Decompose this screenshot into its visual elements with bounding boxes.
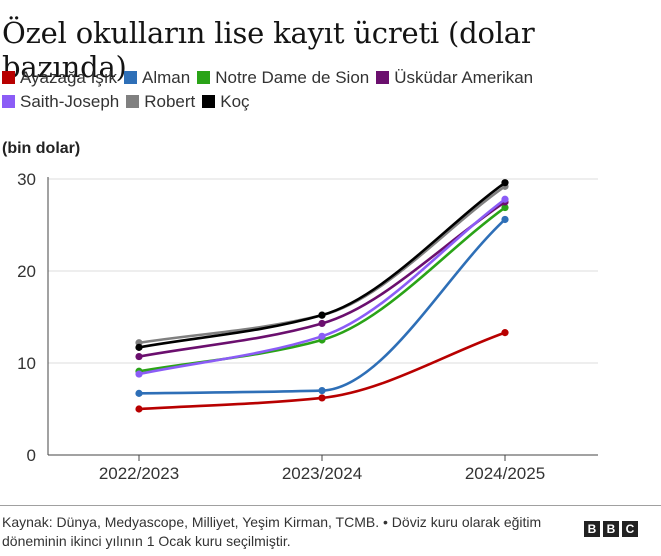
series-line [137,218,507,395]
bbc-logo-letter: B [603,521,619,537]
data-point [501,203,509,212]
line-chart: 0 10 20 30 2022/2023 2023/2024 2024/2025 [17,170,598,483]
legend-label: Robert [144,91,196,111]
legend-label: Saith-Joseph [20,91,120,111]
legend-swatch [197,71,211,84]
legend-label: Üsküdar Amerikan [394,67,534,87]
y-tick-label: 0 [27,446,36,465]
bbc-logo-letter: B [584,521,600,537]
data-point [135,352,143,361]
source-note: Kaynak: Dünya, Medyascope, Milliyet, Yeş… [2,514,542,549]
data-point [135,370,143,378]
y-tick-label: 10 [17,354,36,373]
data-point [501,329,509,337]
legend-row: Saith-Joseph Robert Koç [2,90,657,113]
chart-title: Özel okulların lise kayıt ücreti (dolar … [2,16,535,84]
y-tick-label: 30 [17,170,36,189]
legend-item: Alman [124,68,190,88]
data-point [135,389,143,397]
legend-item: Robert [126,92,195,112]
data-point [318,332,326,340]
legend-row: Ayazağa Işık Alman Notre Dame de Sion Üsküd… [2,66,657,89]
data-point [501,179,509,187]
x-tick-label: 2023/2024 [282,464,362,483]
data-point [318,394,326,402]
legend-item: Koç [202,91,250,112]
bbc-logo: B B C [584,521,638,537]
footer-divider [0,505,661,506]
series-line [137,185,507,345]
data-point [135,405,143,413]
legend-swatch [124,71,138,84]
legend-item: Üsküdar Amerikan [376,68,533,88]
data-point [318,387,326,395]
legend-swatch [376,71,390,84]
legend-swatch [2,95,15,108]
data-point [318,311,326,319]
data-point [501,215,509,224]
y-tick-label: 20 [17,262,36,281]
legend-label: Koç [220,91,250,111]
legend-swatch [202,95,216,108]
legend-swatch [126,95,140,108]
data-point [135,343,143,351]
bbc-logo-letter: C [622,521,638,537]
x-tick-label: 2022/2023 [99,464,179,483]
x-tick-label: 2024/2025 [465,464,545,483]
legend-swatch [2,71,15,84]
legend-item: Ayazağa Işık [2,68,117,88]
legend-label: Ayazağa Işık [20,67,118,87]
legend-label: Notre Dame de Sion [215,67,370,87]
legend: Ayazağa Işık Alman Notre Dame de Sion Üsküd… [2,66,657,114]
data-point [318,319,326,328]
legend-label: Alman [142,67,191,87]
legend-item: Notre Dame de Sion [197,68,369,88]
legend-item: Saith-Joseph [2,92,119,112]
y-axis-unit-label: (bin dolar) [2,140,81,157]
data-point [501,195,509,203]
